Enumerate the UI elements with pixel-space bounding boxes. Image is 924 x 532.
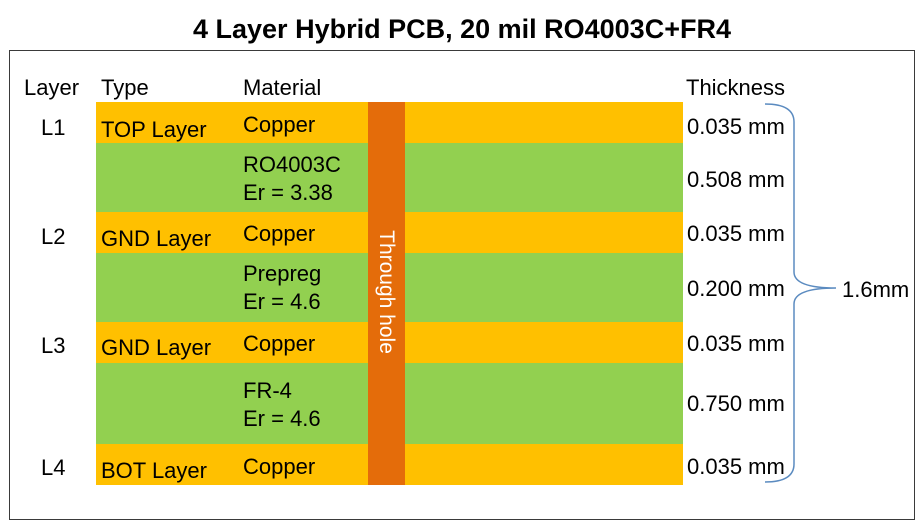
header-type: Type — [101, 75, 149, 100]
through-hole-via — [368, 102, 405, 485]
layer-label-l1: L1 — [41, 115, 66, 140]
dielectric-material-ro4003c: RO4003C — [243, 152, 341, 177]
layer-thickness-l3: 0.035 mm — [687, 331, 785, 356]
layer-material-l1: Copper — [243, 112, 316, 137]
dielectric-er-fr4: Er = 4.6 — [243, 406, 321, 431]
layer-thickness-l2: 0.035 mm — [687, 221, 785, 246]
dielectric-thickness-fr4: 0.750 mm — [687, 391, 785, 416]
dielectric-material-fr4: FR-4 — [243, 378, 292, 403]
dielectric-er-prepreg: Er = 4.6 — [243, 289, 321, 314]
layer-material-l2: Copper — [243, 221, 316, 246]
header-material: Material — [243, 75, 322, 100]
dielectric-er-ro4003c: Er = 3.38 — [243, 180, 333, 205]
layer-label-l2: L2 — [41, 224, 66, 249]
layer-type-l4: BOT Layer — [101, 458, 207, 483]
header-thickness: Thickness — [686, 75, 786, 100]
dielectric-material-prepreg: Prepreg — [243, 261, 322, 286]
diagram-frame — [9, 50, 915, 520]
layer-type-l2: GND Layer — [101, 226, 212, 251]
dielectric-thickness-ro4003c: 0.508 mm — [687, 167, 785, 192]
diagram-title: 4 Layer Hybrid PCB, 20 mil RO4003C+FR4 — [193, 14, 731, 44]
layer-material-l4: Copper — [243, 454, 316, 479]
header-layer: Layer — [24, 75, 80, 100]
layer-thickness-l1: 0.035 mm — [687, 114, 785, 139]
layer-type-l1: TOP Layer — [101, 117, 207, 142]
layer-type-l3: GND Layer — [101, 335, 212, 360]
layer-label-l4: L4 — [41, 455, 66, 480]
total-thickness: 1.6mm — [842, 277, 910, 302]
layer-label-l3: L3 — [41, 333, 66, 358]
layer-material-l3: Copper — [243, 331, 316, 356]
layer-thickness-l4: 0.035 mm — [687, 454, 785, 479]
dielectric-thickness-prepreg: 0.200 mm — [687, 276, 785, 301]
